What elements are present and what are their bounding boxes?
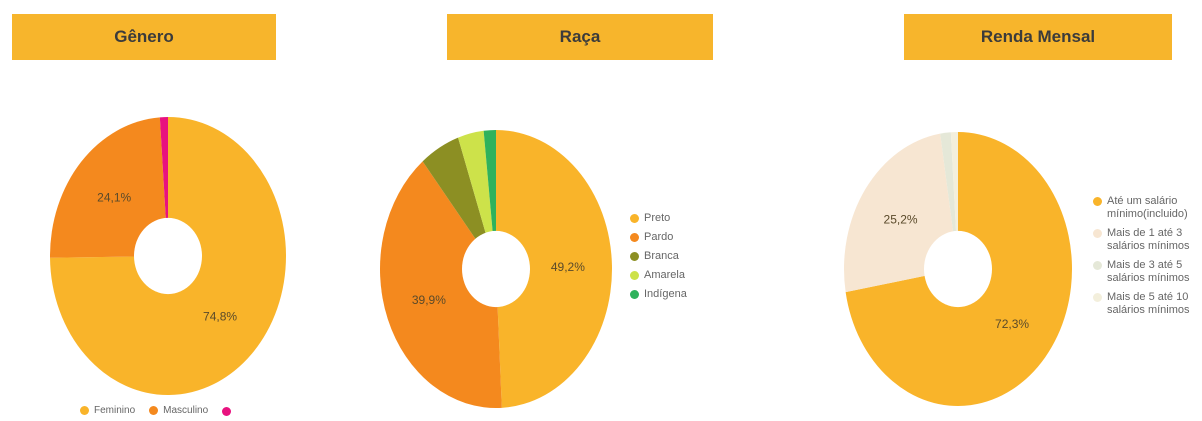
legend-label: Preto bbox=[644, 212, 671, 224]
legend-swatch bbox=[222, 407, 232, 416]
legend-genero: Feminino Masculino bbox=[80, 404, 236, 417]
legend-label: Mais de 3 até 5 salários mínimos bbox=[1107, 259, 1190, 284]
legend-swatch bbox=[1093, 229, 1102, 238]
data-label: 25,2% bbox=[884, 213, 918, 227]
legend-item: Mais de 5 até 10 salários mínimos bbox=[1093, 291, 1201, 317]
legend-item: Amarela bbox=[630, 269, 720, 282]
legend-renda-mensal: Até um salário mínimo(incluido) Mais de 1… bbox=[1093, 195, 1201, 323]
legend-item: Mais de 3 até 5 salários mínimos bbox=[1093, 259, 1201, 285]
donut-hole bbox=[462, 230, 530, 308]
legend-item: Mais de 1 até 3 salários mínimos bbox=[1093, 227, 1201, 253]
legend-swatch bbox=[630, 271, 639, 280]
legend-item: Branca bbox=[630, 250, 720, 263]
data-label: 74,8% bbox=[203, 310, 237, 324]
legend-label: Mais de 5 até 10 salários mínimos bbox=[1107, 291, 1190, 316]
data-label: 24,1% bbox=[97, 191, 131, 205]
pie-slice-branca bbox=[422, 137, 496, 269]
legend-swatch bbox=[1093, 197, 1102, 206]
legend-label: Mais de 1 até 3 salários mínimos bbox=[1107, 227, 1190, 252]
legend-raca: Preto Pardo Branca Amarela Indígena bbox=[630, 212, 720, 307]
legend-swatch bbox=[630, 214, 639, 223]
legend-swatch bbox=[630, 233, 639, 242]
donut-hole bbox=[134, 217, 202, 295]
data-label: 49,2% bbox=[551, 260, 585, 274]
pie-slice-masculino bbox=[50, 117, 168, 258]
legend-item bbox=[222, 405, 236, 416]
legend-swatch bbox=[149, 406, 159, 415]
legend-label: Amarela bbox=[644, 269, 685, 281]
chart-title-renda-mensal: Renda Mensal bbox=[904, 14, 1172, 60]
legend-swatch bbox=[80, 406, 89, 415]
legend-label: Feminino bbox=[94, 405, 136, 416]
legend-label: Pardo bbox=[644, 231, 674, 243]
donut-hole bbox=[924, 230, 992, 308]
chart-title-raca: Raça bbox=[447, 14, 713, 60]
legend-item: Até um salário mínimo(incluido) bbox=[1093, 195, 1201, 221]
legend-swatch bbox=[630, 290, 639, 299]
legend-item: Indígena bbox=[630, 288, 720, 301]
data-label: 72,3% bbox=[995, 317, 1029, 331]
pie-slice-preto bbox=[496, 130, 613, 408]
data-label: 39,9% bbox=[412, 293, 446, 307]
chart-title-genero: Gênero bbox=[12, 14, 276, 60]
legend-label: Até um salário mínimo(incluido) bbox=[1107, 195, 1188, 220]
legend-item: Feminino bbox=[80, 404, 135, 417]
legend-label: Masculino bbox=[163, 405, 209, 416]
legend-swatch bbox=[630, 252, 639, 261]
pie-slice-pardo bbox=[379, 161, 502, 408]
legend-item: Preto bbox=[630, 212, 720, 225]
legend-label: Branca bbox=[644, 250, 679, 262]
legend-item: Pardo bbox=[630, 231, 720, 244]
legend-label: Indígena bbox=[644, 288, 687, 300]
legend-swatch bbox=[1093, 293, 1102, 302]
legend-item: Masculino bbox=[149, 404, 208, 417]
legend-swatch bbox=[1093, 261, 1102, 270]
